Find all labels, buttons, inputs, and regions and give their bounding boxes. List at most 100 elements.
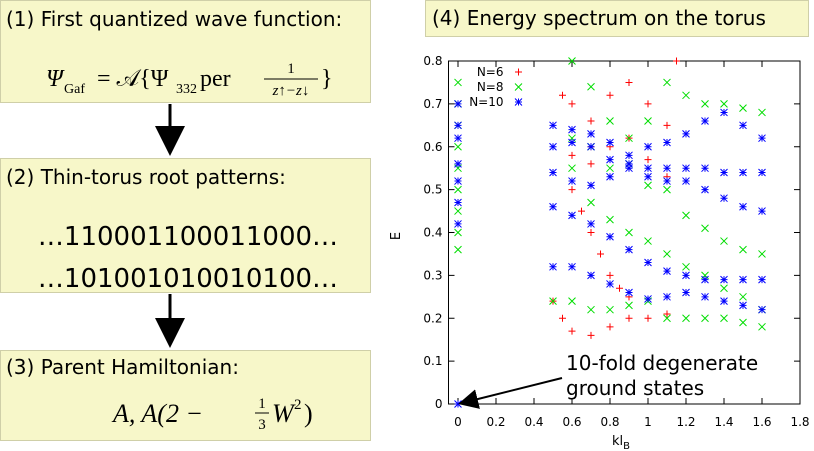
point	[549, 262, 557, 271]
formula: per	[200, 66, 231, 92]
point	[720, 314, 728, 323]
point	[454, 142, 462, 151]
point	[587, 220, 595, 228]
point	[720, 100, 728, 108]
point	[739, 245, 747, 254]
y-axis-label: E	[389, 232, 404, 240]
point	[454, 220, 462, 228]
point	[454, 207, 462, 215]
point	[587, 160, 595, 168]
point	[739, 301, 747, 310]
point	[739, 121, 747, 130]
point	[758, 168, 766, 177]
point	[568, 125, 576, 134]
chart-title: (4) Energy spectrum on the torus	[432, 6, 766, 30]
point	[701, 224, 709, 233]
formula: W	[272, 399, 296, 428]
root-pattern: …110001100011000…	[38, 222, 338, 252]
point	[578, 207, 585, 215]
point	[663, 78, 671, 87]
point	[758, 305, 766, 314]
formula: 1	[258, 396, 266, 412]
point	[663, 267, 671, 275]
point	[663, 292, 671, 301]
point	[454, 245, 462, 254]
point	[587, 82, 595, 91]
point	[758, 207, 766, 215]
point	[644, 237, 652, 245]
x-tick-label: 0	[454, 415, 462, 429]
point	[625, 314, 633, 322]
y-tick-label: 0	[435, 397, 443, 411]
point	[663, 177, 671, 185]
point	[549, 168, 557, 177]
point	[701, 275, 709, 284]
point	[606, 323, 614, 331]
x-axis-label: klB	[612, 434, 630, 451]
point	[568, 297, 576, 305]
point	[682, 288, 690, 297]
formula: 2	[294, 397, 302, 413]
panel-box	[0, 0, 371, 103]
point	[606, 215, 614, 224]
y-tick-label: 0.7	[423, 97, 442, 111]
point	[454, 198, 462, 207]
point	[682, 271, 690, 280]
point	[606, 280, 614, 288]
point	[682, 164, 690, 173]
point	[644, 117, 652, 125]
formula: 3	[258, 417, 266, 433]
point	[720, 297, 728, 305]
point	[720, 194, 728, 203]
y-tick-label: 0.2	[423, 311, 442, 325]
plot: 0 0.2 0.4 0.6 0.8 1 1.2 1.4 1.6 1.8 0 0.1 0.2 0.3 0.4 0…	[423, 54, 809, 429]
point	[606, 172, 614, 181]
point	[758, 275, 766, 284]
legend-label: N=6	[477, 65, 504, 79]
x-tick-label: 1.8	[790, 415, 809, 429]
point	[568, 177, 576, 185]
point	[549, 297, 557, 305]
point	[701, 185, 709, 194]
annotation: ground states	[566, 376, 704, 400]
point	[701, 292, 709, 301]
y-tick-label: 0.5	[423, 183, 442, 197]
point	[606, 232, 614, 241]
point	[701, 100, 709, 108]
point	[568, 211, 576, 220]
point	[549, 202, 557, 211]
point	[663, 314, 671, 323]
point	[549, 121, 557, 130]
point	[606, 305, 614, 314]
point	[606, 138, 614, 147]
point	[606, 91, 614, 99]
point	[587, 305, 595, 314]
formula: Ψ	[46, 66, 65, 92]
point	[568, 327, 576, 335]
point	[758, 108, 766, 117]
point	[644, 295, 652, 303]
point	[682, 262, 690, 271]
point	[682, 130, 690, 138]
formula: 1	[287, 61, 295, 77]
annotation: 10-fold degenerate	[566, 351, 758, 375]
root-pattern: …101001010010100…	[38, 264, 338, 294]
point	[758, 134, 766, 143]
x-axis-label: kl	[612, 434, 623, 449]
point	[454, 160, 462, 168]
point	[568, 164, 576, 173]
point	[644, 100, 652, 108]
point	[701, 314, 709, 323]
point	[587, 229, 595, 236]
formula: Gaf	[64, 82, 85, 97]
point	[606, 271, 614, 279]
point	[587, 271, 595, 280]
point	[758, 250, 766, 258]
point	[597, 250, 604, 258]
point	[587, 130, 595, 138]
point	[739, 275, 747, 284]
legend-marker	[514, 83, 523, 91]
point	[454, 228, 462, 237]
point	[644, 314, 652, 322]
legend-label: N=8	[477, 80, 504, 94]
